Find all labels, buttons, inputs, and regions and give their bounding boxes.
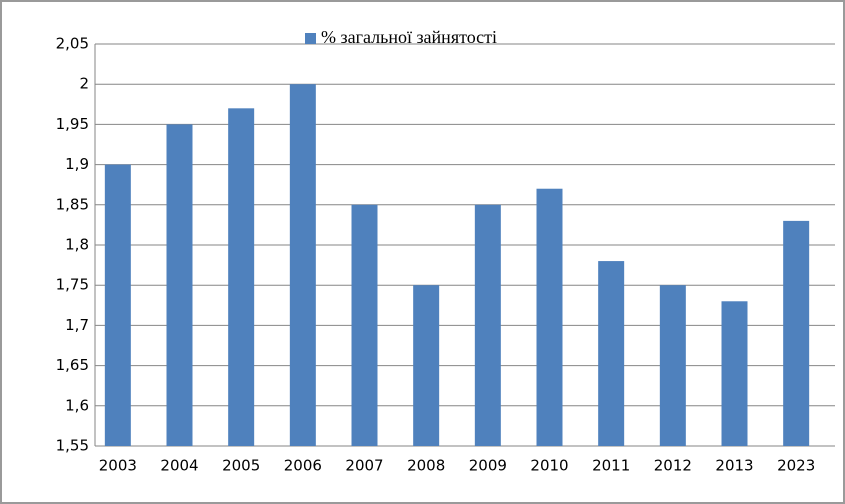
bar — [598, 261, 625, 446]
bar — [228, 108, 255, 446]
x-tick-label: 2005 — [222, 457, 260, 475]
bar — [166, 124, 193, 447]
x-tick-label: 2013 — [715, 457, 753, 475]
bar — [721, 301, 748, 446]
bar — [351, 204, 378, 446]
bar — [104, 164, 131, 446]
legend-text: % загальної зайнятості — [321, 27, 497, 47]
x-tick-label: 2007 — [345, 457, 383, 475]
bar — [474, 204, 501, 446]
bar — [413, 285, 440, 446]
y-tick-label: 1,65 — [56, 356, 89, 374]
x-tick-label: 2006 — [284, 457, 322, 475]
y-tick-label: 1,85 — [56, 195, 89, 213]
y-tick-label: 1,55 — [56, 437, 89, 455]
y-tick-label: 1,8 — [65, 236, 89, 254]
x-tick-label: 2004 — [160, 457, 198, 475]
x-tick-label: 2012 — [654, 457, 692, 475]
x-tick-label: 2011 — [592, 457, 630, 475]
bar — [289, 84, 316, 446]
y-tick-label: 1,75 — [56, 276, 89, 294]
x-tick-label: 2003 — [99, 457, 137, 475]
bar — [783, 220, 810, 446]
y-tick-label: 1,9 — [65, 155, 89, 173]
x-tick-label: 2008 — [407, 457, 445, 475]
y-tick-label: 1,6 — [65, 396, 89, 414]
x-tick-label: 2010 — [530, 457, 568, 475]
y-tick-label: 1,95 — [56, 115, 89, 133]
legend-swatch — [305, 33, 316, 44]
y-tick-label: 2 — [79, 75, 89, 93]
bar — [659, 285, 686, 446]
x-tick-label: 2023 — [777, 457, 815, 475]
y-tick-label: 2,05 — [56, 35, 89, 53]
y-tick-label: 1,7 — [65, 316, 89, 334]
bar — [536, 188, 563, 446]
x-tick-label: 2009 — [469, 457, 507, 475]
